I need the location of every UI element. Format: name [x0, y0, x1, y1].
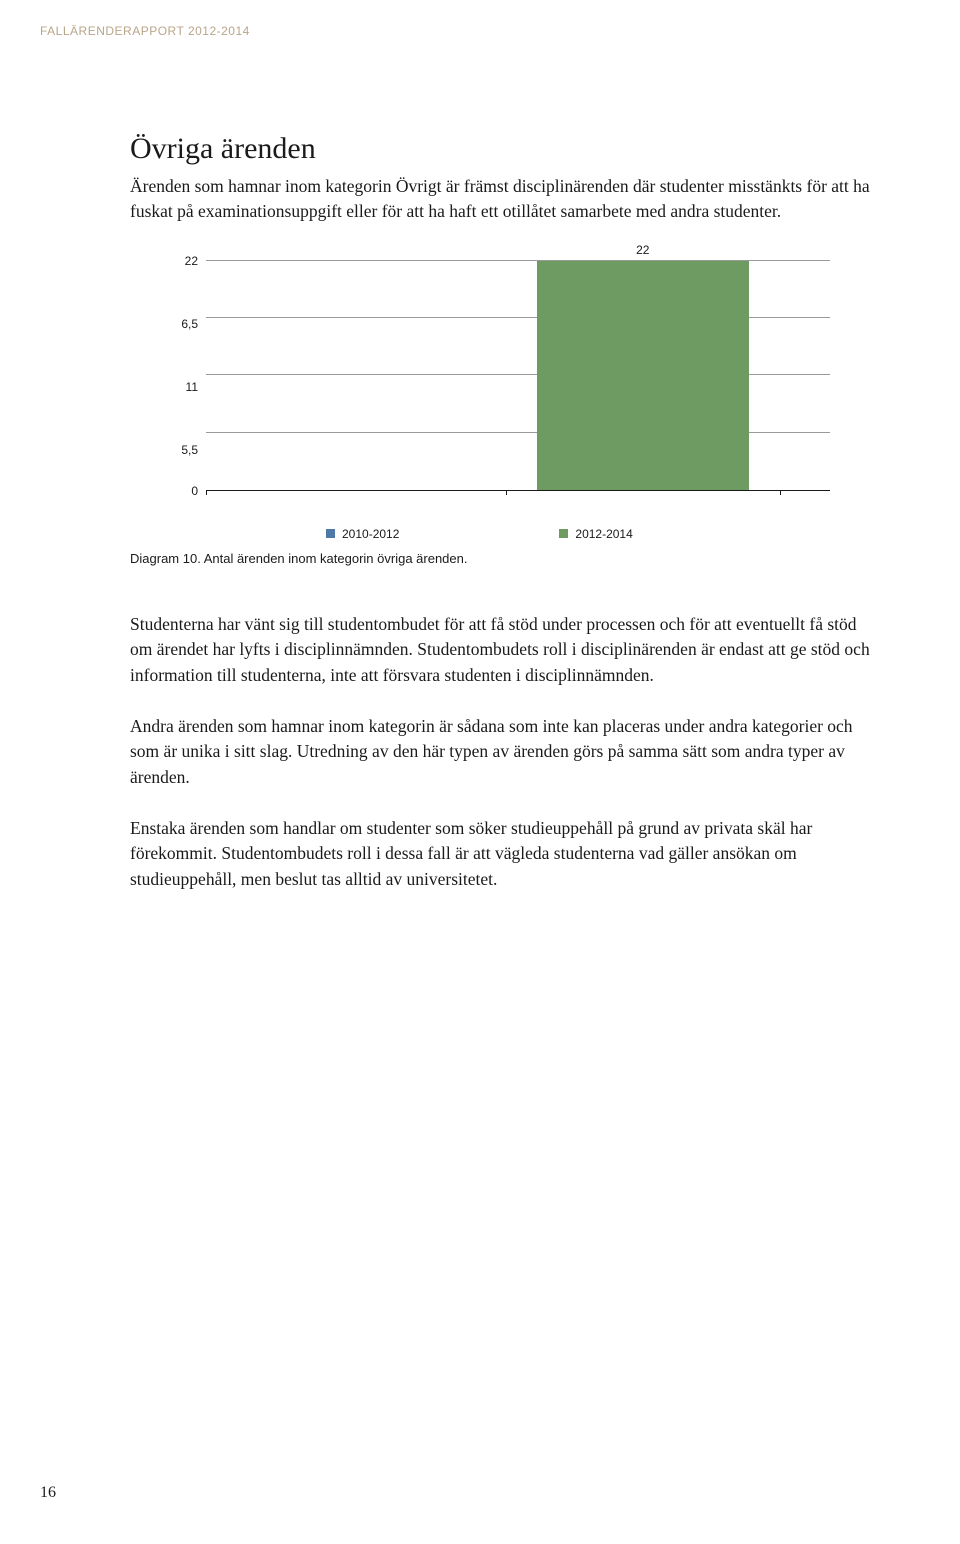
- body-paragraph: Andra ärenden som hamnar inom kategorin …: [130, 714, 872, 790]
- legend-label: 2012-2014: [575, 527, 632, 541]
- legend-item: 2012-2014: [559, 527, 632, 541]
- y-tick-label: 11: [186, 380, 198, 394]
- y-tick-label: 6,5: [181, 317, 198, 331]
- chart-plot-area: 22: [206, 261, 830, 491]
- page-content: Övriga ärenden Ärenden som hamnar inom k…: [130, 132, 872, 918]
- page-title: Övriga ärenden: [130, 132, 872, 166]
- running-header: FALLÄRENDERAPPORT 2012-2014: [40, 24, 250, 38]
- body-paragraph: Studenterna har vänt sig till studentomb…: [130, 612, 872, 688]
- y-tick-label: 22: [185, 254, 198, 268]
- bar-value-label: 22: [636, 243, 649, 257]
- x-tick: [206, 490, 207, 495]
- y-tick-label: 0: [191, 484, 198, 498]
- legend-label: 2010-2012: [342, 527, 399, 541]
- chart-y-axis: 22 6,5 11 5,5 0: [170, 261, 206, 513]
- body-paragraph: Enstaka ärenden som handlar om studenter…: [130, 816, 872, 892]
- x-tick: [780, 490, 781, 495]
- legend-item: 2010-2012: [326, 527, 399, 541]
- chart-bar: 22: [537, 261, 749, 490]
- x-tick: [506, 490, 507, 495]
- legend-swatch-icon: [326, 529, 335, 538]
- y-tick-label: 5,5: [181, 443, 198, 457]
- legend-swatch-icon: [559, 529, 568, 538]
- chart-caption: Diagram 10. Antal ärenden inom kategorin…: [130, 551, 872, 566]
- page-number: 16: [40, 1484, 56, 1502]
- intro-paragraph: Ärenden som hamnar inom kategorin Övrigt…: [130, 174, 872, 225]
- bar-chart: 22 6,5 11 5,5 0 22: [170, 261, 830, 513]
- chart-container: 22 6,5 11 5,5 0 22 2010-2012 2012-2014: [170, 261, 830, 541]
- chart-legend: 2010-2012 2012-2014: [326, 527, 830, 541]
